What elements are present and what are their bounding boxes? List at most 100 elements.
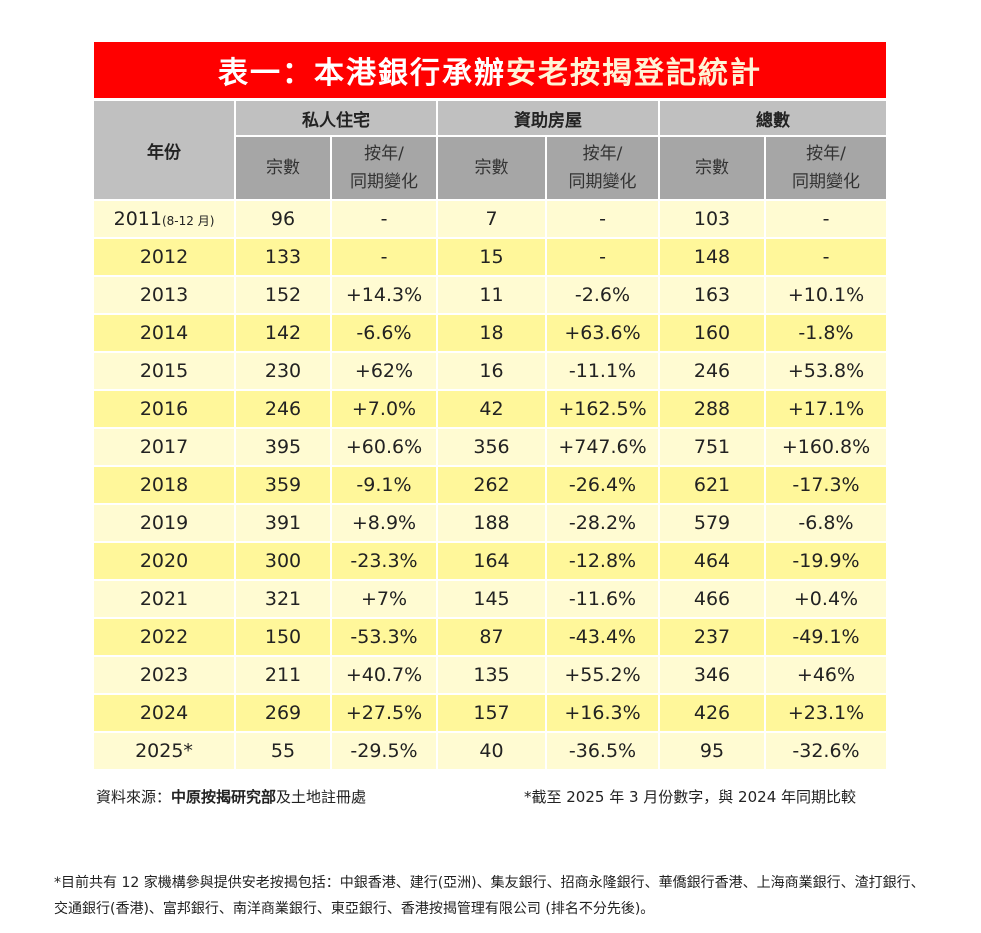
cell-subsidised-count: 7 <box>438 201 545 237</box>
cell-private-count: 359 <box>236 467 330 503</box>
cell-subsidised-count: 145 <box>438 581 545 617</box>
header-private-count: 宗數 <box>236 137 330 199</box>
cell-private-count: 321 <box>236 581 330 617</box>
cell-private-count: 55 <box>236 733 330 769</box>
cell-year: 2025* <box>94 733 234 769</box>
cell-total-change: -32.6% <box>766 733 886 769</box>
cell-total-count: 160 <box>660 315 764 351</box>
cell-subsidised-change: +63.6% <box>547 315 658 351</box>
table-row: 2018 359 -9.1% 262 -26.4% 621 -17.3% <box>94 467 886 503</box>
reverse-mortgage-statistics-table: 年份 私人住宅 資助房屋 總數 宗數 按年/同期變化 宗數 按年/同期變化 宗數… <box>92 99 888 771</box>
cell-subsidised-count: 87 <box>438 619 545 655</box>
cell-private-count: 96 <box>236 201 330 237</box>
cell-total-change: -1.8% <box>766 315 886 351</box>
cell-total-count: 237 <box>660 619 764 655</box>
cell-subsidised-change: +16.3% <box>547 695 658 731</box>
table-row: 2021 321 +7% 145 -11.6% 466 +0.4% <box>94 581 886 617</box>
table-row: 2022 150 -53.3% 87 -43.4% 237 -49.1% <box>94 619 886 655</box>
table-row: 2016 246 +7.0% 42 +162.5% 288 +17.1% <box>94 391 886 427</box>
cell-total-change: - <box>766 239 886 275</box>
cell-subsidised-count: 18 <box>438 315 545 351</box>
cell-total-change: -6.8% <box>766 505 886 541</box>
cell-year: 2022 <box>94 619 234 655</box>
cell-private-count: 246 <box>236 391 330 427</box>
header-private-change: 按年/同期變化 <box>332 137 436 199</box>
cell-year: 2015 <box>94 353 234 389</box>
cell-total-count: 621 <box>660 467 764 503</box>
cell-total-count: 346 <box>660 657 764 693</box>
table-row: 2017 395 +60.6% 356 +747.6% 751 +160.8% <box>94 429 886 465</box>
cell-subsidised-count: 40 <box>438 733 545 769</box>
cell-subsidised-count: 188 <box>438 505 545 541</box>
table-row: 2013 152 +14.3% 11 -2.6% 163 +10.1% <box>94 277 886 313</box>
table-title-part1: 表一：本港銀行承辦 <box>218 56 506 91</box>
cell-total-change: +46% <box>766 657 886 693</box>
cell-private-count: 142 <box>236 315 330 351</box>
cell-subsidised-count: 262 <box>438 467 545 503</box>
cell-subsidised-count: 11 <box>438 277 545 313</box>
participating-banks-footnote: *目前共有 12 家機構參與提供安老按揭包括：中銀香港、建行(亞洲)、集友銀行、… <box>54 875 925 917</box>
source-note: 資料來源：中原按揭研究部及土地註冊處 <box>96 788 367 806</box>
cell-year: 2014 <box>94 315 234 351</box>
table-row: 2020 300 -23.3% 164 -12.8% 464 -19.9% <box>94 543 886 579</box>
cell-private-count: 395 <box>236 429 330 465</box>
cell-private-count: 133 <box>236 239 330 275</box>
cell-private-count: 300 <box>236 543 330 579</box>
cell-private-change: - <box>332 239 436 275</box>
cell-private-change: -9.1% <box>332 467 436 503</box>
cell-total-change: -49.1% <box>766 619 886 655</box>
cell-year: 2017 <box>94 429 234 465</box>
as-of-note: *截至 2025 年 3 月份數字，與 2024 年同期比較 <box>524 788 857 806</box>
cell-subsidised-count: 15 <box>438 239 545 275</box>
table-row: 2023 211 +40.7% 135 +55.2% 346 +46% <box>94 657 886 693</box>
cell-private-change: +8.9% <box>332 505 436 541</box>
cell-year: 2020 <box>94 543 234 579</box>
table-body: 2011(8-12 月) 96-7-103-2012 133-15-148-2013… <box>94 201 886 769</box>
cell-private-count: 230 <box>236 353 330 389</box>
cell-private-change: +62% <box>332 353 436 389</box>
header-group-subsidised: 資助房屋 <box>438 101 658 135</box>
table-title-bar: 表一：本港銀行承辦 安老按揭登記統計 <box>94 42 886 98</box>
cell-year: 2012 <box>94 239 234 275</box>
header-year: 年份 <box>94 101 234 199</box>
cell-subsidised-change: -2.6% <box>547 277 658 313</box>
cell-year: 2013 <box>94 277 234 313</box>
cell-subsidised-change: -11.1% <box>547 353 658 389</box>
table-row: 2025* 55 -29.5% 40 -36.5% 95 -32.6% <box>94 733 886 769</box>
cell-private-count: 391 <box>236 505 330 541</box>
table-row: 2014 142 -6.6% 18 +63.6% 160 -1.8% <box>94 315 886 351</box>
cell-subsidised-count: 135 <box>438 657 545 693</box>
header-subsidised-change: 按年/同期變化 <box>547 137 658 199</box>
source-org: 中原按揭研究部 <box>171 788 277 806</box>
cell-total-change: +23.1% <box>766 695 886 731</box>
table-row: 2012 133-15-148- <box>94 239 886 275</box>
cell-private-change: - <box>332 201 436 237</box>
cell-total-change: +53.8% <box>766 353 886 389</box>
cell-total-change: -17.3% <box>766 467 886 503</box>
cell-subsidised-count: 42 <box>438 391 545 427</box>
cell-private-count: 269 <box>236 695 330 731</box>
cell-subsidised-change: +162.5% <box>547 391 658 427</box>
cell-private-change: +14.3% <box>332 277 436 313</box>
cell-total-count: 579 <box>660 505 764 541</box>
table-row: 2015 230 +62% 16 -11.1% 246 +53.8% <box>94 353 886 389</box>
cell-private-change: +60.6% <box>332 429 436 465</box>
cell-total-count: 751 <box>660 429 764 465</box>
cell-subsidised-change: -43.4% <box>547 619 658 655</box>
header-group-private: 私人住宅 <box>236 101 436 135</box>
cell-private-count: 211 <box>236 657 330 693</box>
cell-private-change: +7% <box>332 581 436 617</box>
table-title-part2: 安老按揭登記統計 <box>506 56 762 91</box>
cell-total-change: -19.9% <box>766 543 886 579</box>
cell-private-change: -29.5% <box>332 733 436 769</box>
cell-subsidised-change: - <box>547 201 658 237</box>
statistics-table-container: 表一：本港銀行承辦 安老按揭登記統計 年份 私人住宅 資助房屋 總數 宗數 按年/… <box>94 42 886 771</box>
cell-subsidised-change: -28.2% <box>547 505 658 541</box>
cell-total-change: - <box>766 201 886 237</box>
cell-subsidised-change: - <box>547 239 658 275</box>
cell-year: 2021 <box>94 581 234 617</box>
cell-private-change: -23.3% <box>332 543 436 579</box>
cell-total-count: 246 <box>660 353 764 389</box>
cell-year: 2019 <box>94 505 234 541</box>
cell-subsidised-change: -36.5% <box>547 733 658 769</box>
